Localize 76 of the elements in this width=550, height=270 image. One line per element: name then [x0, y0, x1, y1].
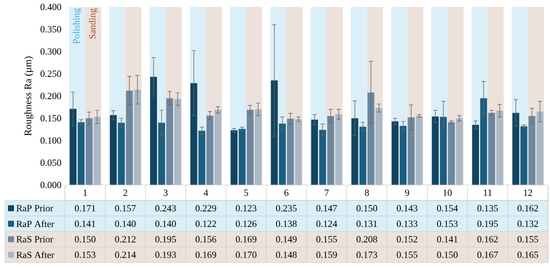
data-label: 0.156	[196, 236, 216, 242]
y-axis-title: Roughness Ra (µm)	[24, 56, 34, 136]
data-label: 0.153	[74, 252, 96, 258]
data-label: 0.167	[477, 252, 498, 258]
data-label: 0.132	[518, 220, 538, 227]
data-label: 0.162	[477, 236, 498, 242]
data-label: 0.169	[196, 252, 216, 258]
data-label: 0.149	[276, 236, 297, 242]
data-label: 0.150	[356, 205, 378, 212]
x-tick-label: 9	[405, 190, 410, 196]
y-tick-label: 0.000	[40, 182, 62, 188]
data-label: 0.138	[276, 220, 297, 227]
data-label: 0.150	[74, 236, 96, 242]
legend-label: RaS Prior	[16, 236, 54, 242]
x-tick-label: 8	[364, 190, 369, 196]
band-label: Polishing	[72, 8, 82, 44]
y-tick-label: 0.150	[40, 115, 62, 122]
x-tick-label: 5	[244, 190, 248, 196]
band-label: Sanding	[88, 8, 98, 39]
data-label: 0.133	[396, 220, 418, 227]
x-tick-label: 2	[123, 190, 128, 196]
data-label: 0.155	[316, 236, 337, 242]
data-label: 0.141	[74, 220, 96, 227]
x-tick-label: 11	[484, 190, 492, 196]
data-label: 0.157	[115, 205, 136, 212]
data-label: 0.171	[74, 205, 96, 212]
y-tick-label: 0.100	[40, 137, 62, 144]
data-label: 0.229	[196, 205, 216, 212]
data-label: 0.162	[518, 205, 538, 212]
data-label: 0.208	[356, 236, 378, 242]
legend-label: RaP Prior	[16, 205, 54, 212]
data-label: 0.148	[276, 252, 297, 258]
y-tick-label: 0.050	[40, 160, 62, 166]
data-label: 0.143	[396, 205, 418, 212]
y-tick-label: 0.200	[40, 92, 62, 100]
data-label: 0.126	[236, 220, 256, 227]
data-label: 0.124	[316, 220, 338, 227]
data-label: 0.153	[437, 220, 458, 227]
data-label: 0.193	[155, 252, 176, 258]
data-label: 0.131	[356, 220, 377, 227]
data-label: 0.122	[196, 220, 216, 227]
data-label: 0.140	[115, 220, 136, 227]
x-tick-label: 4	[204, 190, 208, 196]
data-label: 0.155	[518, 236, 538, 242]
x-tick-label: 6	[284, 190, 288, 196]
data-label: 0.141	[437, 236, 458, 242]
x-tick-label: 1	[84, 190, 87, 196]
data-label: 0.214	[115, 252, 136, 258]
data-label: 0.169	[236, 236, 256, 242]
y-tick-label: 0.400	[40, 4, 62, 10]
x-tick-label: 12	[524, 190, 532, 196]
y-tick-label: 0.300	[40, 48, 62, 55]
data-label: 0.159	[316, 252, 337, 258]
x-tick-label: 10	[443, 190, 452, 196]
data-label: 0.123	[236, 205, 256, 212]
data-label: 0.140	[155, 220, 176, 227]
data-label: 0.243	[155, 205, 176, 212]
legend-label: RaS After	[16, 251, 54, 258]
x-tick-label: 3	[164, 190, 168, 196]
y-tick-label: 0.350	[40, 26, 62, 32]
data-label: 0.212	[115, 236, 136, 242]
x-tick-label: 7	[324, 190, 329, 196]
y-tick-label: 0.250	[40, 70, 62, 77]
data-label: 0.150	[437, 252, 458, 258]
data-label: 0.235	[276, 205, 297, 212]
data-label: 0.195	[155, 236, 176, 242]
data-label: 0.147	[316, 205, 338, 212]
data-label: 0.152	[396, 236, 418, 242]
data-label: 0.165	[518, 252, 538, 258]
data-label: 0.195	[477, 220, 498, 227]
data-label: 0.154	[437, 205, 458, 212]
data-label: 0.170	[236, 252, 256, 258]
data-label: 0.135	[477, 205, 498, 212]
data-label: 0.173	[356, 252, 378, 258]
data-label: 0.155	[396, 252, 418, 258]
legend-label: RaP After	[16, 220, 54, 228]
